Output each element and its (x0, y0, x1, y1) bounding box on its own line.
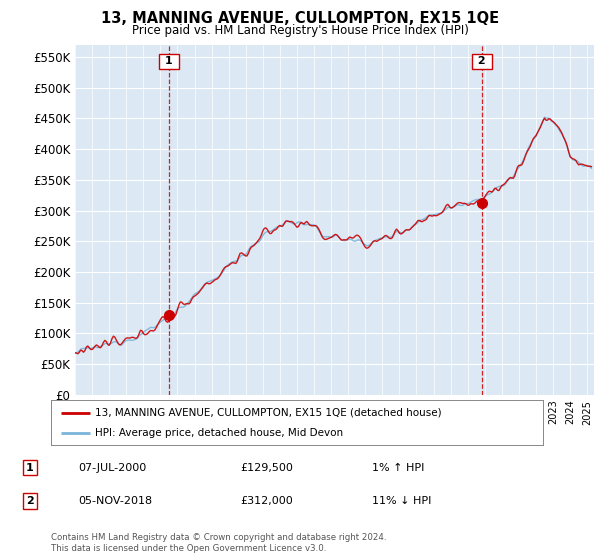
Text: Contains HM Land Registry data © Crown copyright and database right 2024.
This d: Contains HM Land Registry data © Crown c… (51, 533, 386, 553)
Text: Price paid vs. HM Land Registry's House Price Index (HPI): Price paid vs. HM Land Registry's House … (131, 24, 469, 36)
Text: HPI: Average price, detached house, Mid Devon: HPI: Average price, detached house, Mid … (95, 428, 343, 438)
Text: 1: 1 (26, 463, 34, 473)
Text: £312,000: £312,000 (240, 496, 293, 506)
Text: 1: 1 (161, 57, 176, 67)
Text: 2: 2 (26, 496, 34, 506)
Text: 2: 2 (474, 57, 490, 67)
Text: 07-JUL-2000: 07-JUL-2000 (78, 463, 146, 473)
Text: 11% ↓ HPI: 11% ↓ HPI (372, 496, 431, 506)
Text: 13, MANNING AVENUE, CULLOMPTON, EX15 1QE: 13, MANNING AVENUE, CULLOMPTON, EX15 1QE (101, 11, 499, 26)
Text: 1% ↑ HPI: 1% ↑ HPI (372, 463, 424, 473)
Text: 05-NOV-2018: 05-NOV-2018 (78, 496, 152, 506)
Text: 13, MANNING AVENUE, CULLOMPTON, EX15 1QE (detached house): 13, MANNING AVENUE, CULLOMPTON, EX15 1QE… (95, 408, 442, 418)
Text: £129,500: £129,500 (240, 463, 293, 473)
